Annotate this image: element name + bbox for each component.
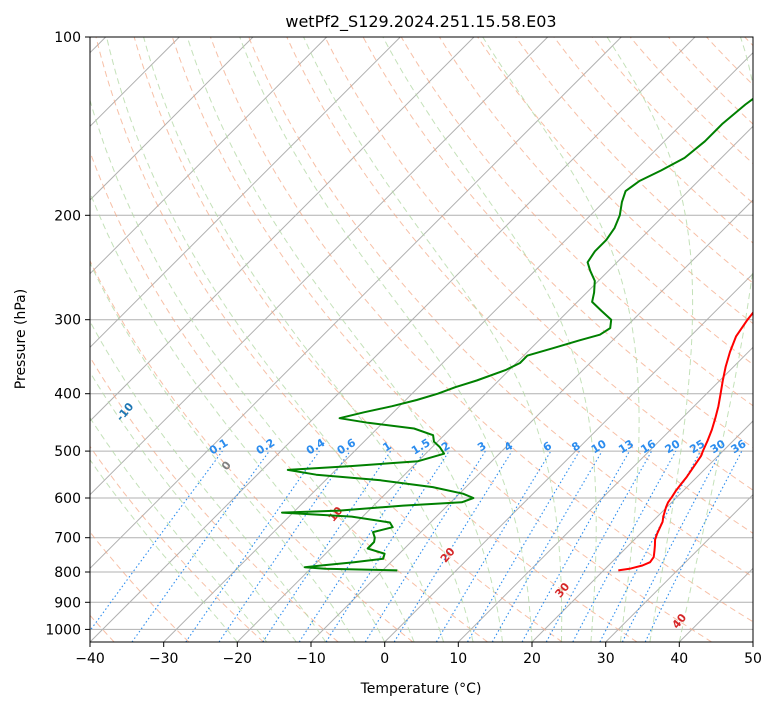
moist-adiabat-line — [90, 416, 268, 642]
x-tick-label: −20 — [223, 651, 253, 667]
moist-adiabat-line — [678, 37, 753, 642]
moist-adiabat-line — [90, 261, 356, 642]
dry-adiabat-line — [477, 37, 753, 325]
y-tick-label: 700 — [54, 531, 81, 547]
dry-adiabat-line — [133, 37, 638, 642]
moist-adiabat-line — [106, 37, 445, 642]
isotherm-gridline — [90, 37, 549, 496]
dry-adiabat-line — [90, 259, 414, 642]
moist-adiabat-line — [143, 37, 474, 642]
isotherm-gridline — [163, 51, 753, 642]
mixing-ratio-line — [545, 450, 653, 642]
moist-adiabat-line — [90, 98, 415, 642]
x-tick-label: 50 — [744, 651, 762, 667]
isotherm-gridline — [752, 641, 753, 642]
isotherm-gridline — [531, 420, 753, 642]
isotherm-gridline — [90, 37, 328, 275]
dry-adiabat-line — [171, 37, 712, 642]
x-tick-label: −10 — [296, 651, 326, 667]
temperature-profile-line — [618, 311, 753, 572]
mixing-ratio-line — [393, 450, 513, 642]
y-tick-label: 200 — [54, 208, 81, 224]
y-tick-label: 500 — [54, 444, 81, 460]
x-tick-label: −40 — [75, 651, 105, 667]
y-tick-label: 100 — [54, 30, 81, 46]
mixing-ratio-line — [262, 450, 392, 642]
mixing-ratio-line — [572, 450, 677, 642]
mixing-ratio-line — [644, 450, 743, 642]
dry-adiabat-line — [515, 37, 753, 284]
moist-adiabat-line — [186, 37, 503, 642]
isotherm-gridline — [605, 493, 753, 642]
x-tick-label: 40 — [670, 651, 688, 667]
dry-adiabat-line — [90, 445, 264, 642]
moist-adiabat-line — [303, 37, 563, 642]
x-tick-label: 30 — [597, 651, 615, 667]
x-axis-label: Temperature (°C) — [360, 681, 482, 697]
moist-adiabat-line — [382, 37, 597, 642]
x-tick-label: 10 — [449, 651, 467, 667]
isotherm-gridline — [90, 37, 475, 422]
isotherm-gridline — [457, 346, 753, 642]
y-tick-label: 300 — [54, 313, 81, 329]
y-axis-label: Pressure (hPa) — [13, 289, 29, 389]
moist-adiabat-line — [90, 371, 297, 642]
dry-adiabat-line — [591, 37, 753, 204]
dry-adiabat-line — [324, 37, 753, 491]
isotherm-gridline — [90, 37, 401, 349]
dry-adiabat-line — [210, 37, 753, 623]
mixing-ratio-line — [521, 450, 630, 642]
moist-adiabat-line — [239, 37, 533, 642]
mixing-ratio-line — [298, 450, 425, 642]
mixing-ratio-line — [131, 450, 270, 642]
moist-adiabat-line — [90, 458, 238, 642]
x-tick-label: 0 — [380, 651, 389, 667]
mixing-ratio-line — [90, 450, 223, 632]
moist-adiabat-line — [90, 320, 327, 642]
y-tick-label: 800 — [54, 565, 81, 581]
dry-adiabat-line — [400, 37, 753, 407]
isotherm-gridline — [384, 272, 753, 642]
mixing-ratio-line — [325, 450, 450, 642]
dewpoint-profile-line — [281, 97, 753, 572]
mixing-ratio-line — [185, 450, 320, 642]
plot-frame — [89, 36, 754, 643]
chart-title: wetPf2_S129.2024.251.15.58.E03 — [285, 12, 556, 32]
isotherm-gridline — [90, 37, 254, 201]
dry-adiabat-label: -20 — [33, 362, 56, 386]
moist-adiabat-line — [90, 191, 386, 642]
dry-adiabat-line — [95, 37, 563, 642]
dry-adiabat-line — [629, 37, 753, 165]
isotherm-gridline — [90, 37, 622, 570]
isotherm-gridline — [236, 125, 753, 642]
dry-adiabat-line — [248, 37, 753, 578]
dry-adiabat-line — [362, 37, 753, 449]
y-tick-label: 1000 — [45, 622, 81, 638]
y-tick-label: 900 — [54, 595, 81, 611]
mixing-ratio-line — [218, 450, 351, 642]
x-tick-label: 20 — [523, 651, 541, 667]
isotherm-gridline — [90, 37, 696, 642]
moist-adiabat-line — [606, 37, 694, 642]
y-tick-label: 400 — [54, 387, 81, 403]
y-tick-label: 600 — [54, 491, 81, 507]
moist-adiabat-line — [482, 37, 640, 642]
plot-background — [90, 37, 753, 642]
x-tick-label: −30 — [149, 651, 179, 667]
